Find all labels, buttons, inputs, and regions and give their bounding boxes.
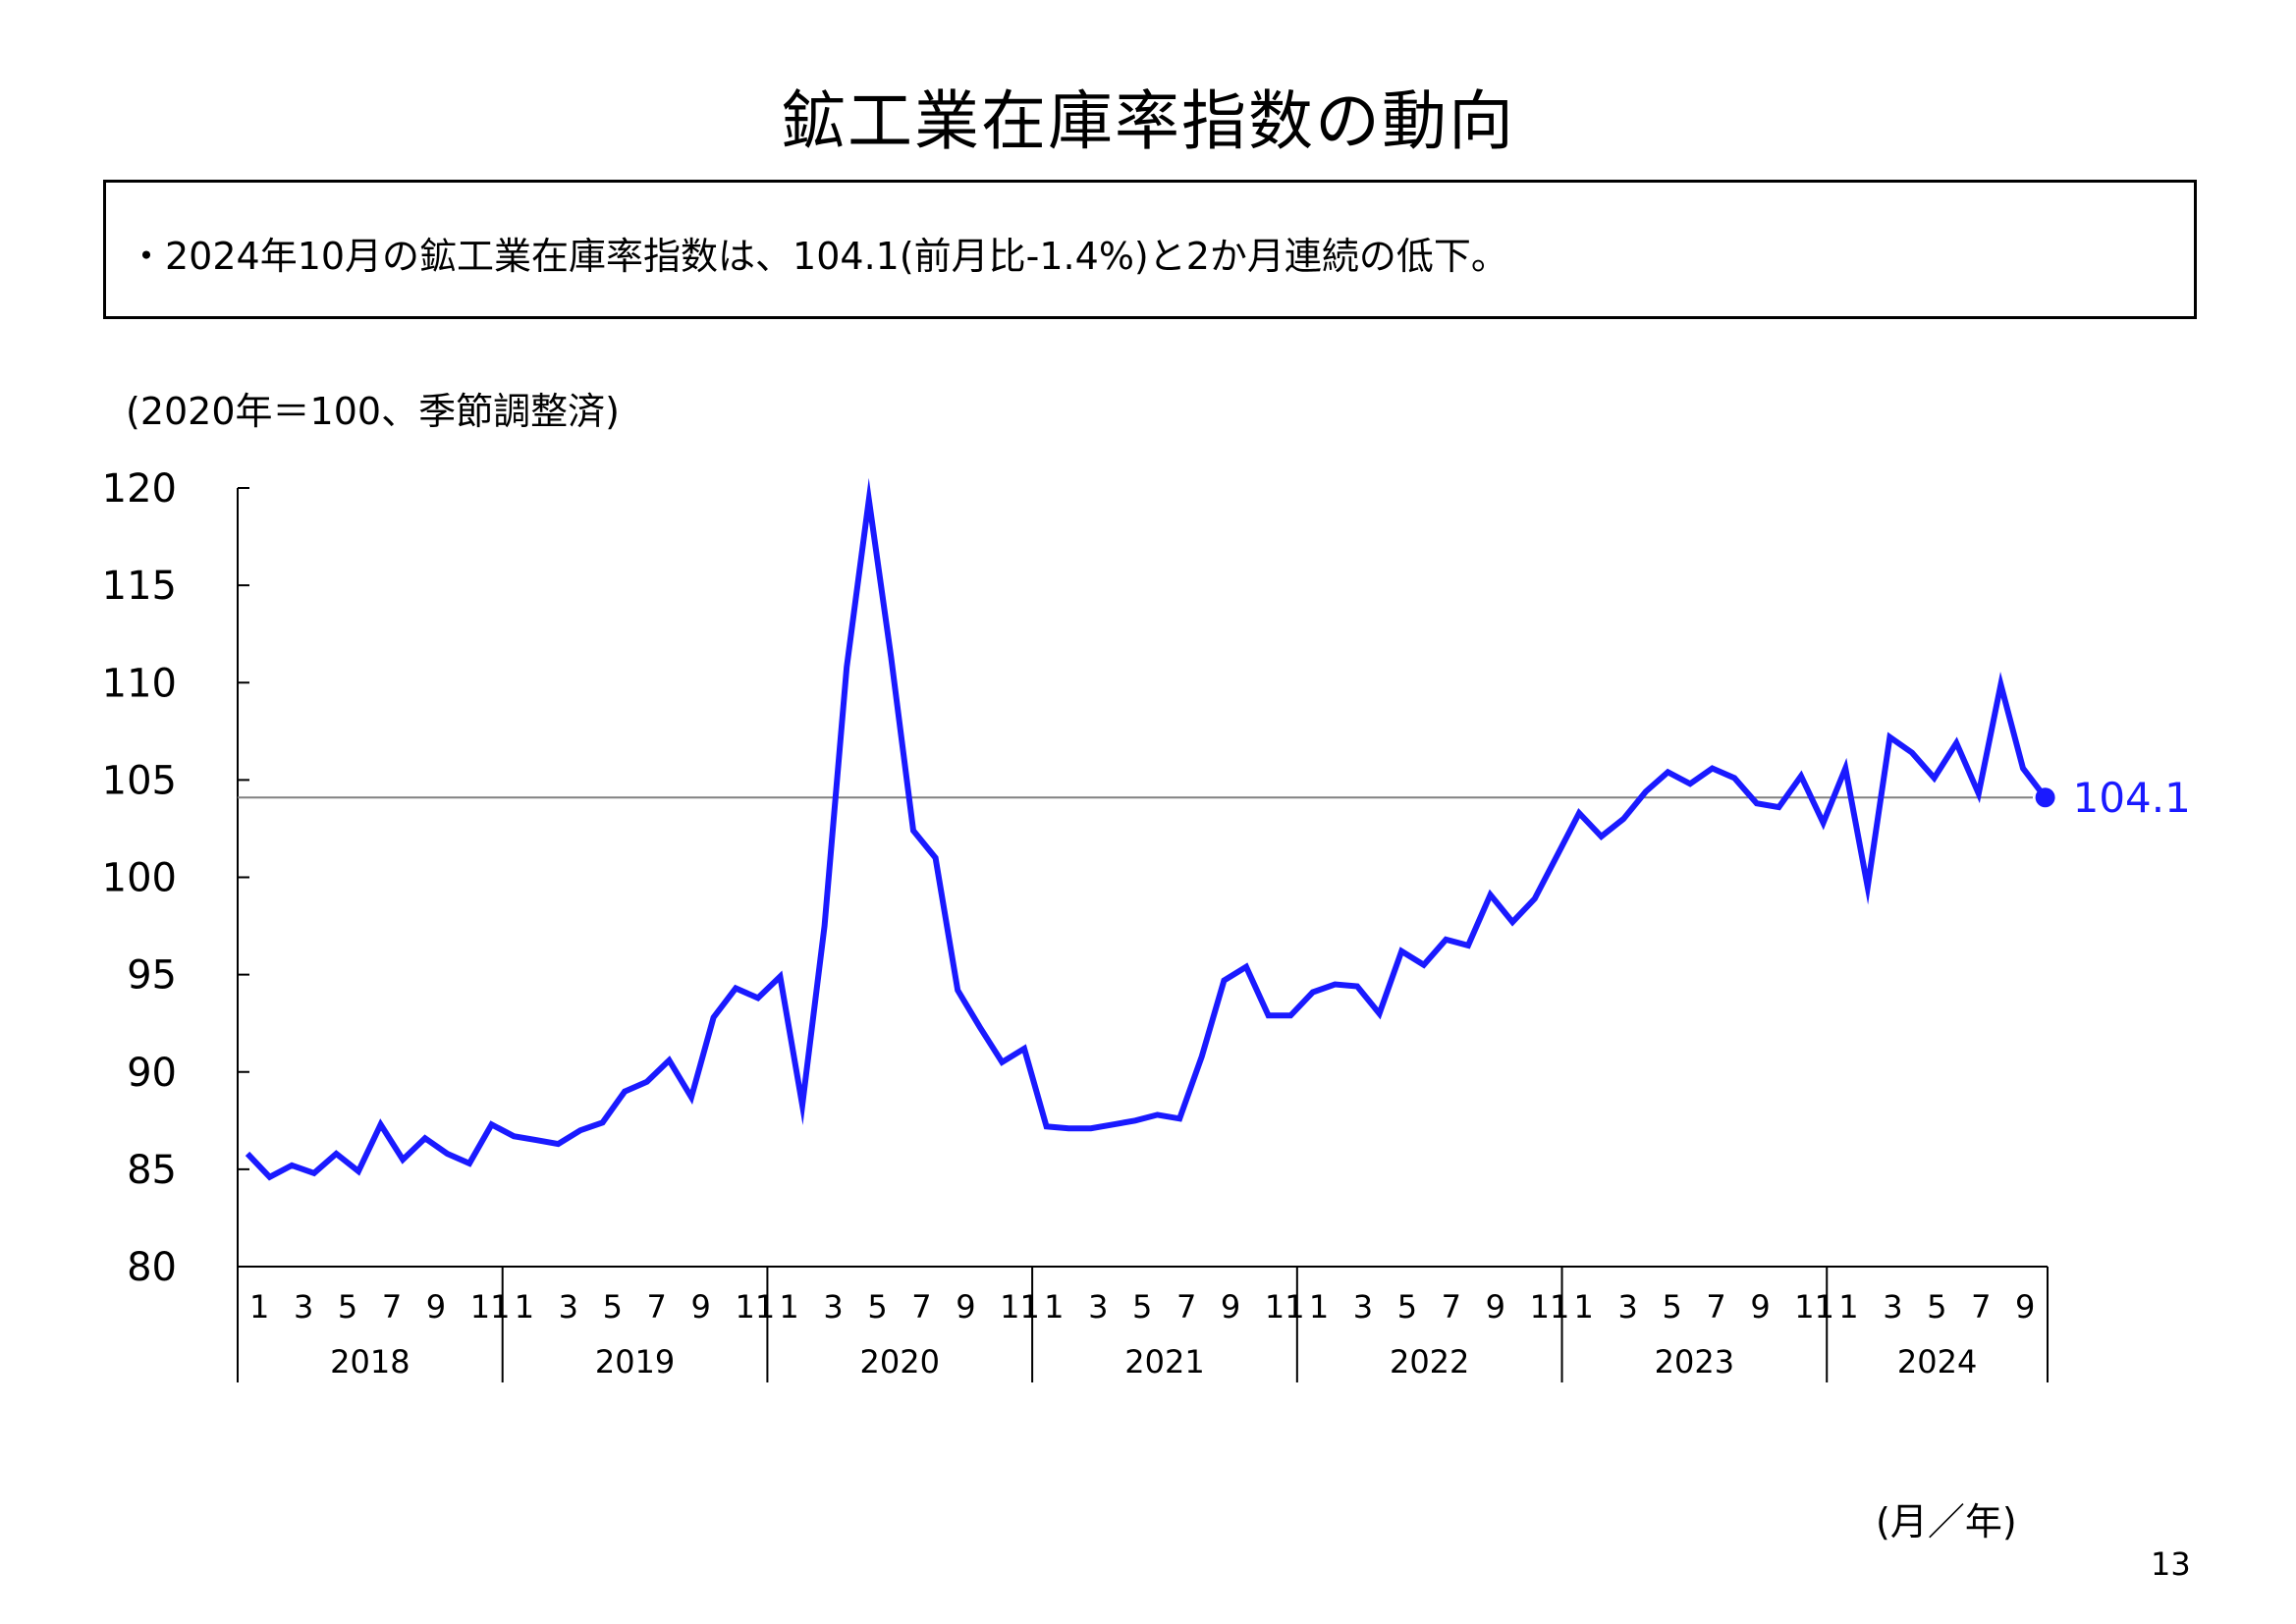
y-tick-label: 90 xyxy=(127,1051,177,1096)
year-label: 2020 xyxy=(860,1343,940,1380)
summary-box: ・2024年10月の鉱工業在庫率指数は、104.1(前月比-1.4%)と2か月連… xyxy=(103,180,2197,319)
month-tick-label: 7 xyxy=(1442,1288,1461,1326)
unit-note: (2020年＝100、季節調整済) xyxy=(126,390,620,433)
month-tick-label: 1 xyxy=(1309,1288,1329,1326)
y-tick-label: 110 xyxy=(102,661,177,706)
month-tick-label: 5 xyxy=(1662,1288,1681,1326)
month-tick-label: 7 xyxy=(1971,1288,1991,1326)
year-label: 2018 xyxy=(330,1343,410,1380)
latest-value-label: 104.1 xyxy=(2073,774,2191,822)
month-tick-label: 9 xyxy=(1221,1288,1240,1326)
month-tick-label: 9 xyxy=(1486,1288,1505,1326)
month-tick-label: 11 xyxy=(1265,1288,1305,1326)
month-tick-label: 5 xyxy=(1132,1288,1152,1326)
month-tick-label: 7 xyxy=(911,1288,931,1326)
page-title: 鉱工業在庫率指数の動向 xyxy=(781,83,1515,159)
y-tick-label: 85 xyxy=(127,1148,177,1193)
y-tick-label: 115 xyxy=(102,564,177,609)
y-tick-label: 120 xyxy=(102,466,177,512)
month-tick-label: 1 xyxy=(515,1288,534,1326)
summary-text: ・2024年10月の鉱工業在庫率指数は、104.1(前月比-1.4%)と2か月連… xyxy=(128,235,1508,278)
month-tick-label: 5 xyxy=(1397,1288,1417,1326)
month-tick-label: 3 xyxy=(823,1288,843,1326)
month-tick-label: 11 xyxy=(1000,1288,1040,1326)
page-number: 13 xyxy=(2151,1545,2191,1583)
month-tick-label: 3 xyxy=(1883,1288,1902,1326)
year-label: 2022 xyxy=(1390,1343,1469,1380)
series-line xyxy=(245,477,2048,1181)
axes-layer xyxy=(237,487,2049,1382)
month-tick-label: 9 xyxy=(956,1288,975,1326)
month-tick-label: 11 xyxy=(735,1288,775,1326)
month-tick-label: 7 xyxy=(647,1288,667,1326)
month-tick-label: 7 xyxy=(1706,1288,1725,1326)
month-tick-label: 11 xyxy=(470,1288,511,1326)
month-tick-label: 5 xyxy=(603,1288,623,1326)
month-tick-label: 1 xyxy=(1838,1288,1858,1326)
month-tick-label: 5 xyxy=(338,1288,357,1326)
month-tick-label: 3 xyxy=(294,1288,313,1326)
month-tick-label: 7 xyxy=(382,1288,402,1326)
year-label: 2023 xyxy=(1655,1343,1734,1380)
month-tick-label: 1 xyxy=(249,1288,269,1326)
year-label: 2021 xyxy=(1124,1343,1204,1380)
month-tick-label: 3 xyxy=(1617,1288,1637,1326)
month-tick-label: 9 xyxy=(1750,1288,1770,1326)
month-tick-label: 9 xyxy=(426,1288,446,1326)
y-tick-label: 100 xyxy=(102,856,177,901)
month-tick-label: 11 xyxy=(1794,1288,1834,1326)
y-tick-label: 95 xyxy=(127,953,177,999)
month-tick-label: 3 xyxy=(559,1288,578,1326)
month-tick-label: 3 xyxy=(1353,1288,1373,1326)
month-tick-label: 9 xyxy=(691,1288,711,1326)
series-layer: 104.1 xyxy=(245,477,2191,1181)
y-labels-layer: 80 85 90 95 100 105 110 115 120 xyxy=(102,466,177,1290)
month-tick-label: 9 xyxy=(2015,1288,2035,1326)
latest-point-marker xyxy=(2035,787,2055,808)
month-tick-label: 3 xyxy=(1088,1288,1108,1326)
month-tick-label: 5 xyxy=(1927,1288,1946,1326)
year-label: 2019 xyxy=(595,1343,675,1380)
month-tick-label: 11 xyxy=(1530,1288,1570,1326)
year-label: 2024 xyxy=(1897,1343,1977,1380)
month-tick-label: 1 xyxy=(1044,1288,1064,1326)
month-tick-label: 1 xyxy=(779,1288,798,1326)
month-tick-label: 1 xyxy=(1574,1288,1594,1326)
x-axis-unit: (月／年) xyxy=(1876,1500,2017,1543)
y-tick-label: 105 xyxy=(102,758,177,803)
y-tick-label: 80 xyxy=(127,1245,177,1290)
month-tick-label: 5 xyxy=(867,1288,887,1326)
month-tick-label: 7 xyxy=(1176,1288,1196,1326)
